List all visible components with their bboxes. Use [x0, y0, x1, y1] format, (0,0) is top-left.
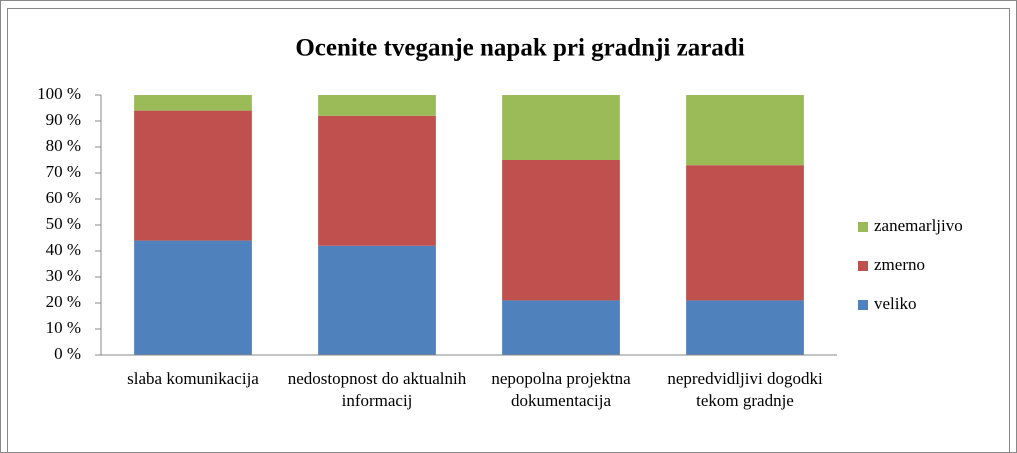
y-tick-label: 20 %: [46, 292, 81, 311]
legend-swatch: [858, 300, 868, 310]
bar-segment: [686, 300, 804, 355]
bar-segment: [502, 160, 620, 301]
y-tick-label: 10 %: [46, 318, 81, 337]
y-tick-label: 90 %: [46, 110, 81, 129]
bar-segment: [318, 115, 436, 246]
x-tick-label: nepopolna projektna dokumentacija: [491, 369, 631, 410]
legend-label: zmerno: [874, 255, 925, 274]
x-tick-label: nepredvidljivi dogodki tekom gradnje: [667, 369, 823, 410]
bar-segment: [134, 240, 252, 355]
bar-segment: [502, 300, 620, 355]
y-tick-label: 40 %: [46, 240, 81, 259]
chart-title: Ocenite tveganje napak pri gradnji zarad…: [295, 35, 744, 62]
legend-swatch: [858, 222, 868, 232]
legend-label: zanemarljivo: [874, 216, 963, 235]
bar-segment: [686, 165, 804, 301]
y-tick-label: 60 %: [46, 188, 81, 207]
bar-segment: [134, 110, 252, 241]
legend-label: veliko: [874, 294, 917, 313]
x-tick-label: slaba komunikacija: [127, 369, 259, 388]
y-tick-label: 30 %: [46, 266, 81, 285]
y-tick-label: 70 %: [46, 162, 81, 181]
bar-segment: [502, 95, 620, 160]
y-tick-label: 100 %: [37, 84, 81, 103]
y-tick-label: 0 %: [54, 344, 81, 363]
bar-segment: [318, 95, 436, 116]
x-tick-label: nedostopnost do aktualnih informacij: [287, 369, 467, 410]
bar-segment: [134, 95, 252, 111]
y-tick-label: 80 %: [46, 136, 81, 155]
bar-segment: [318, 245, 436, 355]
bar-segment: [686, 95, 804, 166]
y-tick-label: 50 %: [46, 214, 81, 233]
legend-swatch: [858, 261, 868, 271]
